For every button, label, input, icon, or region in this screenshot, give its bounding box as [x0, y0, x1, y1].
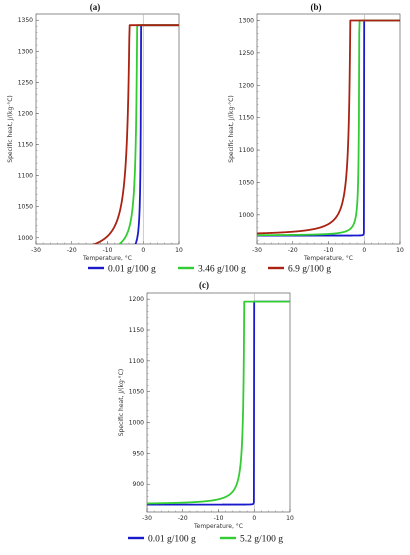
- x-tick-label: 10: [175, 247, 183, 254]
- x-tick-label: -30: [31, 247, 41, 254]
- series-line-2: [117, 24, 179, 244]
- y-tick-label: 1300: [239, 17, 254, 24]
- legend-label-2: 3.46 g/100 g: [198, 265, 246, 275]
- x-tick-label: -10: [324, 247, 334, 254]
- y-tick-label: 1200: [18, 110, 33, 117]
- y-tick-label: 1100: [239, 147, 254, 154]
- plot-frame: [35, 13, 180, 245]
- y-tick-label: 1250: [239, 50, 254, 57]
- x-axis-label: Temperature, °C: [303, 255, 353, 262]
- y-tick-label: 1200: [129, 296, 144, 303]
- panel-title: (b): [311, 2, 322, 12]
- y-axis-label: Specific heat, J/(kg·°C): [118, 369, 125, 436]
- x-tick-label: 0: [362, 247, 366, 254]
- y-tick-label: 900: [133, 481, 145, 488]
- x-axis-label: Temperature, °C: [82, 255, 132, 262]
- x-tick-label: -20: [67, 247, 77, 254]
- y-tick-label: 1350: [18, 17, 33, 24]
- series-line-3: [257, 19, 400, 235]
- y-tick-label: 1150: [239, 115, 254, 122]
- series-line-1: [257, 19, 400, 237]
- x-tick-label: 10: [286, 515, 294, 522]
- y-tick-label: 1100: [18, 173, 33, 180]
- y-tick-label: 1300: [18, 48, 33, 55]
- series-line-1: [147, 300, 290, 506]
- plot-frame: [146, 292, 291, 513]
- x-tick-label: 0: [252, 515, 256, 522]
- legend-legend_top: 0.01 g/100 g 3.46 g/100 g 6.9 g/100 g: [88, 265, 331, 275]
- y-tick-label: 950: [133, 450, 145, 457]
- panel-title: (c): [199, 280, 209, 290]
- series-group: [147, 300, 290, 506]
- x-tick-label: 0: [141, 247, 145, 254]
- y-tick-label: 1250: [18, 79, 33, 86]
- chart-panel-1: (a) -30 -20 -10 0 10 1000 1050 1100 1150 1200 1250 1…: [7, 2, 183, 262]
- y-tick-label: 1000: [129, 420, 144, 427]
- series-line-2: [257, 19, 400, 237]
- x-tick-label: -10: [103, 247, 113, 254]
- y-axis-label: Specific heat, J/(kg·°C): [228, 95, 235, 162]
- series-line-2: [147, 300, 290, 505]
- chart-panel-2: (b) -30 -20 -10 0 10 1000 1050 1100 1150 1200 1250 1…: [228, 2, 404, 262]
- plot-frame: [256, 13, 401, 245]
- x-tick-label: -30: [142, 515, 152, 522]
- y-tick-label: 1000: [239, 212, 254, 219]
- series-line-1: [134, 24, 179, 244]
- y-tick-label: 1000: [18, 235, 33, 242]
- y-tick-label: 1100: [129, 358, 144, 365]
- y-tick-label: 1150: [18, 142, 33, 149]
- panel-title: (a): [90, 2, 101, 12]
- legend-label-1: 0.01 g/100 g: [148, 535, 196, 545]
- legend-label-1: 0.01 g/100 g: [108, 265, 156, 275]
- series-line-3: [92, 24, 179, 244]
- chart-panel-3: (c) -30 -20 -10 0 10 900 950 1000 1050 1100 1150 120…: [118, 280, 294, 530]
- legend-label-2: 5.2 g/100 g: [240, 535, 283, 545]
- y-tick-label: 1050: [18, 204, 33, 211]
- series-group: [92, 24, 179, 244]
- x-axis-label: Temperature, °C: [193, 523, 243, 530]
- series-group: [257, 19, 400, 237]
- legend-label-3: 6.9 g/100 g: [288, 265, 331, 275]
- y-tick-label: 1150: [129, 327, 144, 334]
- x-tick-label: 10: [396, 247, 404, 254]
- y-tick-label: 1050: [129, 389, 144, 396]
- x-tick-label: -30: [252, 247, 262, 254]
- y-axis-label: Specific heat, J/(kg·°C): [7, 95, 14, 162]
- x-tick-label: -10: [214, 515, 224, 522]
- x-tick-label: -20: [178, 515, 188, 522]
- x-tick-label: -20: [288, 247, 298, 254]
- legend-legend_bottom: 0.01 g/100 g 5.2 g/100 g: [128, 535, 283, 545]
- y-tick-label: 1200: [239, 82, 254, 89]
- y-tick-label: 1050: [239, 179, 254, 186]
